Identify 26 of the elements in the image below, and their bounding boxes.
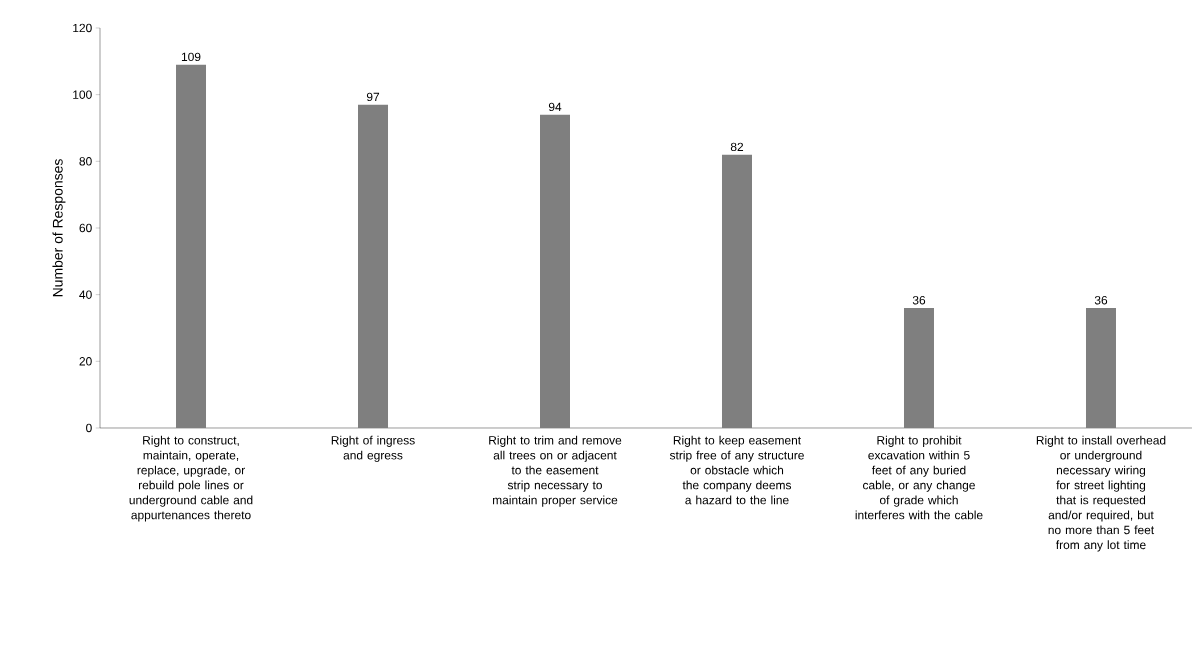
- y-tick-label: 0: [86, 423, 92, 433]
- x-tick-label: Right to prohibit excavation within 5 feet of any buried cable, or any change of grade which interferes with the cable: [855, 435, 983, 520]
- data-label: 36: [1094, 296, 1108, 305]
- x-tick-label: Right to keep easement strip free of any structure or obstacle which the company deems a hazard to the line: [669, 435, 804, 505]
- data-label: 97: [366, 92, 380, 102]
- bar: [176, 64, 207, 428]
- bar: [903, 307, 934, 428]
- data-label: 109: [181, 52, 201, 62]
- y-tick-label: 40: [79, 290, 92, 299]
- y-tick-label: 80: [79, 157, 92, 166]
- x-tick-label: Right to trim and remove all trees on or adjacent to the easement strip necessary to maintain proper service: [489, 435, 622, 507]
- data-label: 94: [548, 102, 562, 112]
- y-tick-label: 20: [79, 357, 92, 366]
- bar: [1085, 307, 1116, 428]
- bar: [358, 104, 389, 428]
- x-tick-label: Right to install overhead or underground necessary wiring for street lighting that is requested and/or required, but no more than 5 feet from any lot time: [1036, 435, 1166, 552]
- bar: [540, 114, 570, 428]
- y-tick-label: 120: [73, 23, 92, 33]
- y-axis-title: Number of Responses: [52, 159, 66, 297]
- x-tick-label: Right to construct, maintain, operate, replace, upgrade, or rebuild pole lines or underground cable and appurtenances thereto: [129, 435, 253, 522]
- x-tick-label: Right of ingress and egress: [331, 435, 415, 462]
- bar: [722, 154, 752, 428]
- data-label: 82: [730, 142, 744, 152]
- y-tick-label: 100: [73, 90, 92, 99]
- data-label: 36: [912, 296, 926, 305]
- y-tick-label: 60: [79, 223, 92, 233]
